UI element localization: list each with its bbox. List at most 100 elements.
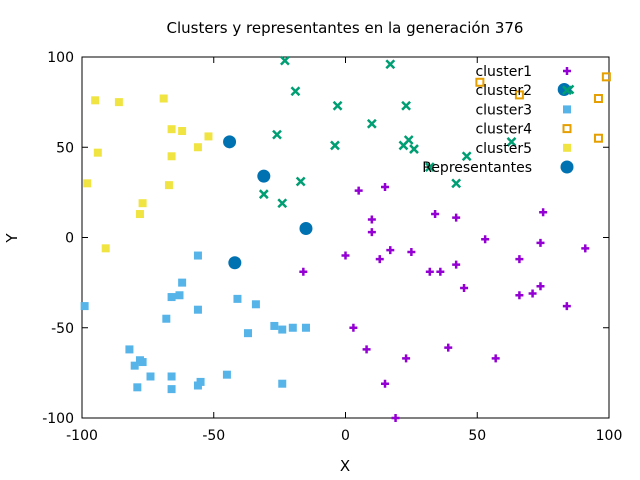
data-point (425, 267, 434, 276)
data-point (193, 381, 202, 390)
data-point (367, 228, 376, 237)
legend-key (563, 143, 571, 152)
data-point (452, 260, 461, 269)
data-point (204, 132, 213, 141)
data-point (409, 144, 419, 154)
legend-key (562, 85, 572, 96)
data-point (301, 323, 310, 332)
data-point (451, 178, 462, 189)
data-point (223, 135, 237, 149)
data-point (407, 247, 416, 256)
legend-label: cluster2 (475, 83, 532, 99)
data-point (539, 208, 548, 217)
data-point (138, 358, 147, 367)
data-point (251, 300, 260, 309)
data-point (332, 100, 343, 111)
data-point (460, 284, 469, 293)
data-point (431, 210, 440, 219)
data-point (299, 221, 313, 235)
data-point (233, 294, 242, 303)
data-point (270, 321, 279, 330)
data-point (391, 414, 400, 422)
data-point (506, 136, 517, 147)
series-cluster1 (299, 182, 590, 422)
data-point (167, 125, 176, 134)
y-tick-label: -50 (51, 321, 74, 337)
x-tick-label: -50 (202, 428, 225, 444)
data-point (138, 199, 147, 208)
legend-key (563, 67, 571, 75)
legend-key (563, 105, 571, 114)
data-point (475, 77, 485, 87)
data-point (277, 198, 288, 209)
y-tick-label: 0 (65, 231, 74, 247)
data-point (349, 323, 358, 332)
legend-label: cluster3 (475, 102, 532, 118)
data-point (162, 314, 171, 323)
data-point (258, 189, 269, 200)
y-axis-label: Y (3, 233, 21, 244)
data-point (228, 256, 242, 270)
data-point (514, 90, 524, 100)
legend-label: cluster5 (475, 141, 532, 157)
x-tick-label: 0 (341, 428, 350, 444)
data-point (386, 246, 395, 255)
data-point (164, 181, 173, 190)
data-point (114, 98, 123, 107)
data-point (193, 305, 202, 314)
series-cluster5 (83, 94, 213, 253)
y-tick-label: -100 (42, 411, 74, 427)
chart-title: Clusters y representantes en la generaci… (167, 19, 524, 37)
data-point (80, 302, 89, 311)
data-point (562, 302, 571, 311)
data-point (515, 255, 524, 264)
data-point (375, 255, 384, 264)
data-point (536, 282, 545, 291)
data-point (461, 151, 472, 162)
data-point (167, 372, 176, 381)
data-point (515, 291, 524, 300)
data-point (481, 235, 490, 244)
data-points (80, 55, 611, 422)
data-point (401, 100, 411, 111)
legend-key (562, 124, 572, 134)
data-point (175, 291, 184, 300)
data-point (135, 210, 144, 219)
data-point (288, 323, 297, 332)
y-tick-label: 100 (47, 50, 74, 66)
data-point (290, 86, 301, 97)
data-point (83, 179, 92, 188)
data-point (244, 329, 253, 338)
data-point (341, 251, 350, 260)
data-point (381, 182, 390, 191)
data-point (222, 370, 231, 379)
legend-label: Representantes (422, 160, 532, 176)
data-point (93, 148, 102, 157)
x-tick-label: 100 (596, 428, 623, 444)
data-point (280, 55, 290, 66)
data-point (146, 372, 155, 381)
data-point (167, 293, 176, 302)
data-point (125, 345, 134, 354)
data-point (385, 59, 396, 70)
legend-label: cluster1 (475, 64, 532, 80)
data-point (178, 127, 187, 136)
data-point (403, 135, 414, 145)
data-point (193, 143, 202, 152)
data-point (402, 354, 411, 363)
data-point (330, 140, 340, 151)
data-point (367, 215, 376, 224)
data-point (133, 383, 142, 392)
data-point (381, 379, 390, 388)
legend-key (560, 160, 574, 174)
data-point (130, 361, 139, 370)
series-cluster4 (475, 72, 611, 143)
data-point (278, 379, 287, 388)
data-point (167, 385, 176, 394)
data-point (362, 345, 371, 354)
data-point (424, 162, 435, 172)
data-point (581, 244, 590, 253)
data-point (295, 176, 306, 187)
data-point (278, 325, 287, 334)
data-point (491, 354, 500, 363)
